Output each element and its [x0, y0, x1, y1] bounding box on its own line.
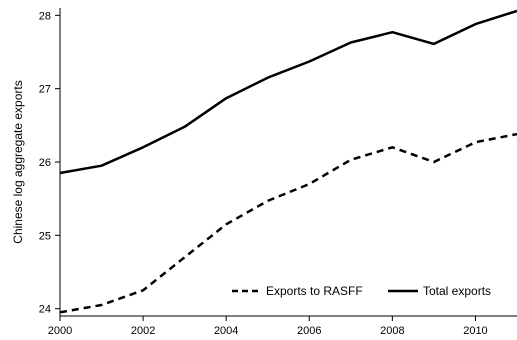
- y-axis-ticks: 24 25 26 27 28: [39, 10, 60, 316]
- series-line-exports-to-rasff: [59, 132, 517, 314]
- y-tick-label: 28: [39, 10, 51, 22]
- x-tick-label: 2002: [131, 325, 155, 337]
- y-tick-label: 27: [39, 84, 51, 96]
- x-tick-label: 2008: [380, 325, 404, 337]
- legend-label-total-exports: Total exports: [423, 284, 491, 298]
- plot-area: 24 25 26 27 28 2000 2002 2004 2006 2008 2010: [39, 8, 517, 337]
- x-tick-label: 2004: [214, 325, 238, 337]
- x-tick-label: 2010: [463, 325, 487, 337]
- legend: Exports to RASFF Total exports: [232, 284, 491, 298]
- x-axis-ticks: 2000 2002 2004 2006 2008 2010: [48, 316, 488, 337]
- y-tick-label: 26: [39, 157, 51, 169]
- legend-label-exports-rasff: Exports to RASFF: [266, 284, 363, 298]
- series-line-total-exports: [59, 9, 517, 175]
- x-tick-label: 2000: [48, 325, 72, 337]
- x-tick-label: 2006: [297, 325, 321, 337]
- y-axis-title: Chinese log aggregate exports: [11, 80, 25, 243]
- y-tick-label: 25: [39, 230, 51, 242]
- y-tick-label: 24: [39, 304, 51, 316]
- series-lines: [59, 9, 517, 314]
